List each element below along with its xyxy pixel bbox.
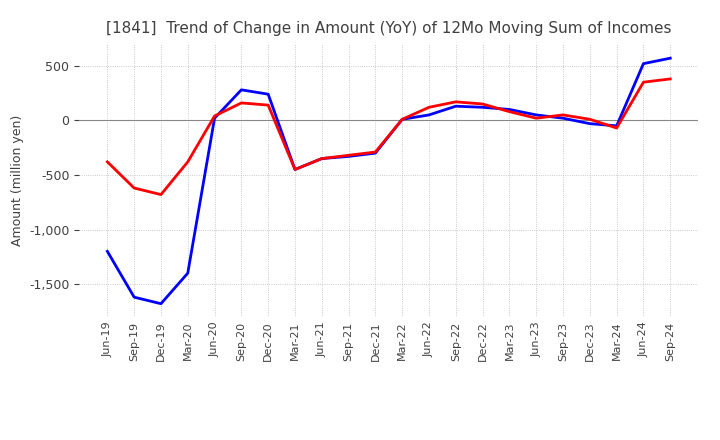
- Ordinary Income: [398, 117, 407, 122]
- Ordinary Income: [451, 103, 460, 109]
- Ordinary Income: [666, 55, 675, 61]
- Net Income: [451, 99, 460, 104]
- Ordinary Income: [371, 150, 379, 156]
- Net Income: [318, 156, 326, 161]
- Net Income: [344, 153, 353, 158]
- Net Income: [184, 159, 192, 165]
- Net Income: [505, 109, 514, 114]
- Ordinary Income: [210, 116, 219, 121]
- Net Income: [237, 100, 246, 106]
- Ordinary Income: [237, 87, 246, 92]
- Ordinary Income: [478, 105, 487, 110]
- Ordinary Income: [264, 92, 272, 97]
- Net Income: [103, 159, 112, 165]
- Net Income: [585, 117, 594, 122]
- Ordinary Income: [639, 61, 648, 66]
- Ordinary Income: [318, 156, 326, 161]
- Net Income: [666, 76, 675, 81]
- Ordinary Income: [612, 123, 621, 128]
- Net Income: [398, 117, 407, 122]
- Ordinary Income: [184, 271, 192, 276]
- Net Income: [264, 103, 272, 108]
- Ordinary Income: [425, 112, 433, 117]
- Ordinary Income: [130, 294, 138, 300]
- Net Income: [559, 112, 567, 117]
- Y-axis label: Amount (million yen): Amount (million yen): [11, 115, 24, 246]
- Ordinary Income: [291, 167, 300, 172]
- Net Income: [425, 105, 433, 110]
- Net Income: [639, 80, 648, 85]
- Line: Ordinary Income: Ordinary Income: [107, 58, 670, 304]
- Title: [1841]  Trend of Change in Amount (YoY) of 12Mo Moving Sum of Incomes: [1841] Trend of Change in Amount (YoY) o…: [106, 21, 672, 36]
- Ordinary Income: [532, 112, 541, 117]
- Ordinary Income: [103, 249, 112, 254]
- Net Income: [130, 185, 138, 191]
- Net Income: [371, 150, 379, 155]
- Net Income: [478, 101, 487, 106]
- Net Income: [291, 167, 300, 172]
- Net Income: [210, 114, 219, 119]
- Ordinary Income: [585, 121, 594, 126]
- Ordinary Income: [559, 116, 567, 121]
- Net Income: [157, 192, 166, 197]
- Line: Net Income: Net Income: [107, 79, 670, 194]
- Ordinary Income: [505, 107, 514, 112]
- Net Income: [532, 116, 541, 121]
- Ordinary Income: [344, 154, 353, 159]
- Ordinary Income: [157, 301, 166, 306]
- Net Income: [612, 125, 621, 131]
